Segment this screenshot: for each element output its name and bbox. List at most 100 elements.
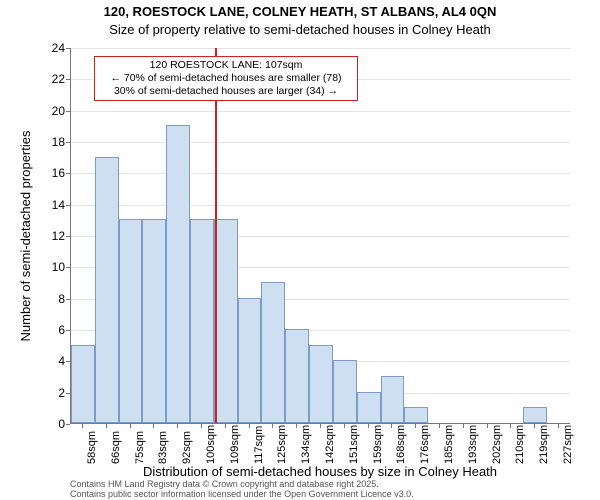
x-tick-label: 227sqm [562,425,574,464]
y-tick-mark [66,361,70,362]
x-tick-label: 58sqm [86,431,98,464]
x-tick-label: 83sqm [157,431,169,464]
annotation-box: 120 ROESTOCK LANE: 107sqm← 70% of semi-d… [94,56,358,101]
histogram-bar [357,392,381,423]
gridline [71,48,570,49]
x-tick-mark [439,424,440,428]
y-tick-mark [66,424,70,425]
x-tick-label: 75sqm [134,431,146,464]
histogram-bar [523,407,547,423]
histogram-bar [238,298,262,423]
x-tick-mark [106,424,107,428]
chart-title-line1: 120, ROESTOCK LANE, COLNEY HEATH, ST ALB… [0,4,600,19]
footer-attribution: Contains HM Land Registry data © Crown c… [70,480,414,500]
y-tick-label: 2 [35,386,65,400]
x-tick-label: 193sqm [467,425,479,464]
gridline [71,205,570,206]
y-tick-label: 24 [35,41,65,55]
x-tick-label: 109sqm [229,425,241,464]
y-tick-mark [66,79,70,80]
y-tick-label: 12 [35,229,65,243]
y-tick-mark [66,236,70,237]
x-tick-mark [344,424,345,428]
x-tick-mark [225,424,226,428]
x-tick-label: 142sqm [324,425,336,464]
x-tick-mark [534,424,535,428]
y-tick-label: 22 [35,72,65,86]
x-tick-mark [296,424,297,428]
x-tick-mark [558,424,559,428]
y-tick-label: 10 [35,260,65,274]
plot-area [70,48,570,424]
x-tick-mark [201,424,202,428]
x-tick-label: 117sqm [253,426,265,464]
x-tick-label: 176sqm [419,425,431,464]
y-tick-mark [66,48,70,49]
y-tick-label: 4 [35,354,65,368]
y-tick-mark [66,267,70,268]
histogram-bar [381,376,405,423]
y-axis-label: Number of semi-detached properties [18,131,33,342]
y-tick-mark [66,299,70,300]
y-tick-label: 0 [35,417,65,431]
x-axis-label: Distribution of semi-detached houses by … [70,464,570,479]
y-tick-mark [66,393,70,394]
histogram-bar [214,219,238,423]
x-tick-mark [130,424,131,428]
histogram-bar [333,360,357,423]
x-tick-label: 125sqm [276,425,288,464]
annotation-line: 30% of semi-detached houses are larger (… [99,85,353,98]
x-tick-label: 168sqm [395,425,407,464]
x-tick-label: 219sqm [538,425,550,464]
y-tick-label: 6 [35,323,65,337]
x-tick-mark [82,424,83,428]
x-tick-mark [368,424,369,428]
gridline [71,173,570,174]
y-tick-mark [66,205,70,206]
chart-title-line2: Size of property relative to semi-detach… [0,22,600,37]
histogram-bar [309,345,333,423]
annotation-line: 120 ROESTOCK LANE: 107sqm [99,59,353,72]
histogram-bar [95,157,119,423]
x-tick-mark [391,424,392,428]
histogram-bar [404,407,428,423]
x-tick-label: 151sqm [348,425,360,464]
y-tick-mark [66,173,70,174]
y-tick-label: 20 [35,104,65,118]
x-tick-mark [177,424,178,428]
x-tick-label: 66sqm [110,431,122,464]
x-tick-label: 210sqm [514,425,526,464]
histogram-bar [119,219,143,423]
x-tick-mark [320,424,321,428]
x-tick-mark [463,424,464,428]
histogram-bar [142,219,166,423]
gridline [71,111,570,112]
x-tick-label: 92sqm [181,431,193,464]
x-tick-label: 159sqm [372,425,384,464]
x-tick-label: 185sqm [443,425,455,464]
footer-line2: Contains public sector information licen… [70,490,414,500]
y-tick-mark [66,142,70,143]
x-tick-mark [153,424,154,428]
y-tick-mark [66,111,70,112]
gridline [71,142,570,143]
x-tick-label: 202sqm [491,425,503,464]
x-tick-mark [415,424,416,428]
x-tick-label: 134sqm [300,425,312,464]
histogram-bar [261,282,285,423]
y-tick-label: 16 [35,166,65,180]
histogram-bar [190,219,214,423]
histogram-bar [285,329,309,423]
y-tick-label: 14 [35,198,65,212]
y-tick-mark [66,330,70,331]
x-tick-mark [249,424,250,428]
x-tick-mark [487,424,488,428]
annotation-line: ← 70% of semi-detached houses are smalle… [99,72,353,85]
x-tick-label: 100sqm [205,425,217,464]
histogram-bar [71,345,95,423]
histogram-bar [166,125,190,423]
y-tick-label: 8 [35,292,65,306]
x-tick-mark [510,424,511,428]
x-tick-mark [272,424,273,428]
y-tick-label: 18 [35,135,65,149]
